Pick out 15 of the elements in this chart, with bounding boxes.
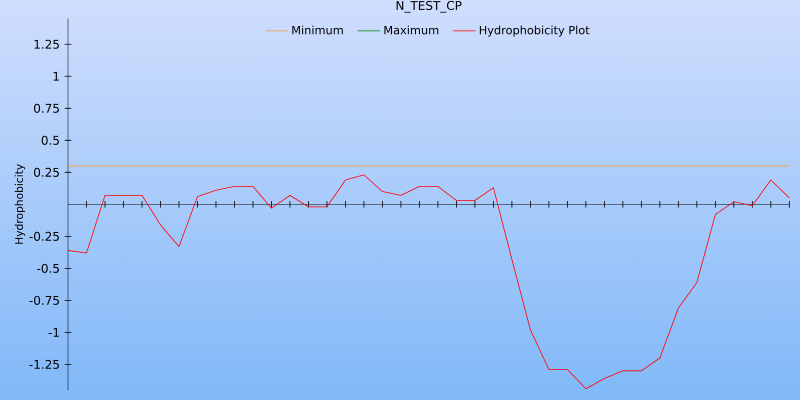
y-tick-label: 1: [54, 72, 59, 81]
legend-label: Minimum: [292, 26, 343, 34]
y-tick-label: 0.5: [42, 136, 59, 145]
legend-label: Hydrophobicity Plot: [480, 26, 590, 37]
y-tick-label: -1: [48, 328, 59, 337]
y-tick-label: -0.25: [29, 232, 59, 241]
y-tick-label: 1.25: [34, 40, 59, 49]
y-tick-label: -0.5: [37, 264, 59, 273]
y-axis-title: Hydrophobicity: [14, 164, 26, 244]
y-tick-label: -1.25: [29, 360, 59, 369]
y-tick-label: 0.25: [34, 168, 59, 177]
legend-label: Maximum: [384, 26, 438, 34]
y-tick-label: 0.75: [34, 104, 59, 113]
chart-title: N_TEST_CP: [396, 0, 462, 13]
y-tick-label: -0.75: [29, 296, 59, 305]
